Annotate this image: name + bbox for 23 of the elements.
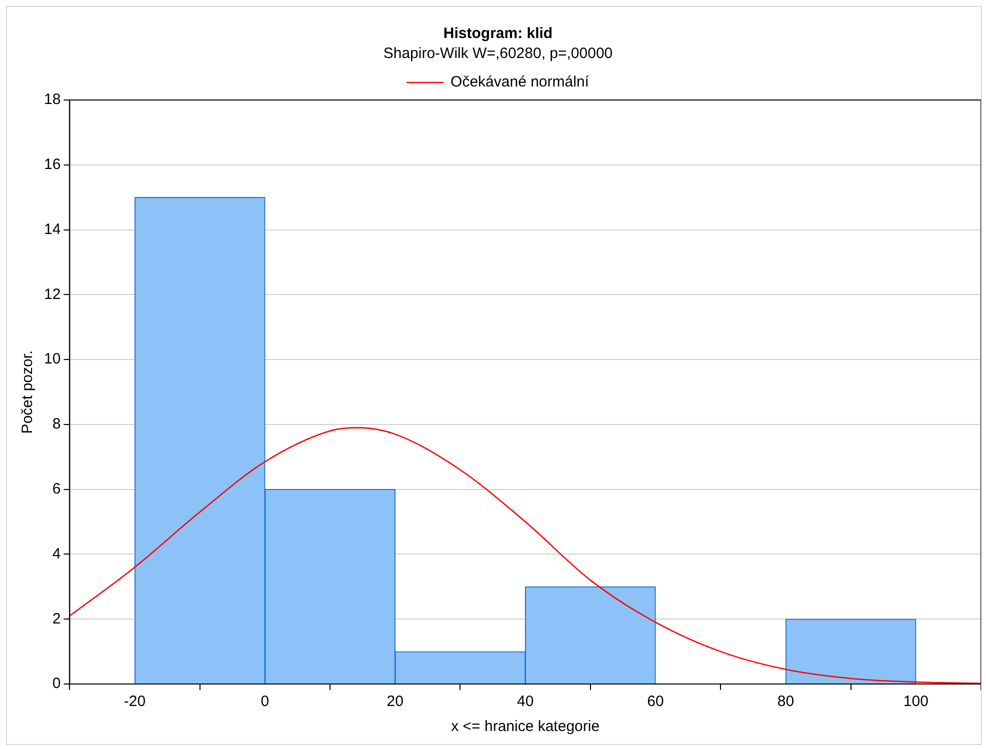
y-tick-label: 10 — [44, 350, 61, 368]
legend-label: Očekávané normální — [450, 74, 590, 91]
y-tick-label: 6 — [52, 480, 61, 498]
x-tick-label: 40 — [517, 693, 534, 710]
y-tick-label: 18 — [44, 91, 61, 108]
y-tick-label: 4 — [52, 545, 61, 562]
chart-subtitle: Shapiro-Wilk W=,60280, p=,00000 — [383, 45, 613, 62]
x-tick-label: 80 — [777, 693, 794, 710]
y-tick-label: 0 — [52, 675, 61, 692]
y-axis-title: Počet pozor. — [19, 350, 36, 434]
y-tick-label: 16 — [44, 156, 61, 174]
x-axis-title: x <= hranice kategorie — [451, 718, 600, 736]
chart-title: Histogram: klid — [443, 25, 553, 42]
x-tick-label: 100 — [903, 693, 928, 710]
x-tick-label: 60 — [647, 693, 664, 710]
y-tick-label: 2 — [52, 610, 61, 628]
y-tick-label: 12 — [44, 286, 61, 303]
x-tick-label: -20 — [124, 693, 146, 710]
x-tick-label: 20 — [386, 693, 404, 710]
line-series — [70, 427, 981, 684]
x-tick-label: 0 — [260, 693, 270, 710]
y-tick-label: 14 — [44, 220, 61, 238]
y-tick-label: 8 — [52, 416, 61, 433]
